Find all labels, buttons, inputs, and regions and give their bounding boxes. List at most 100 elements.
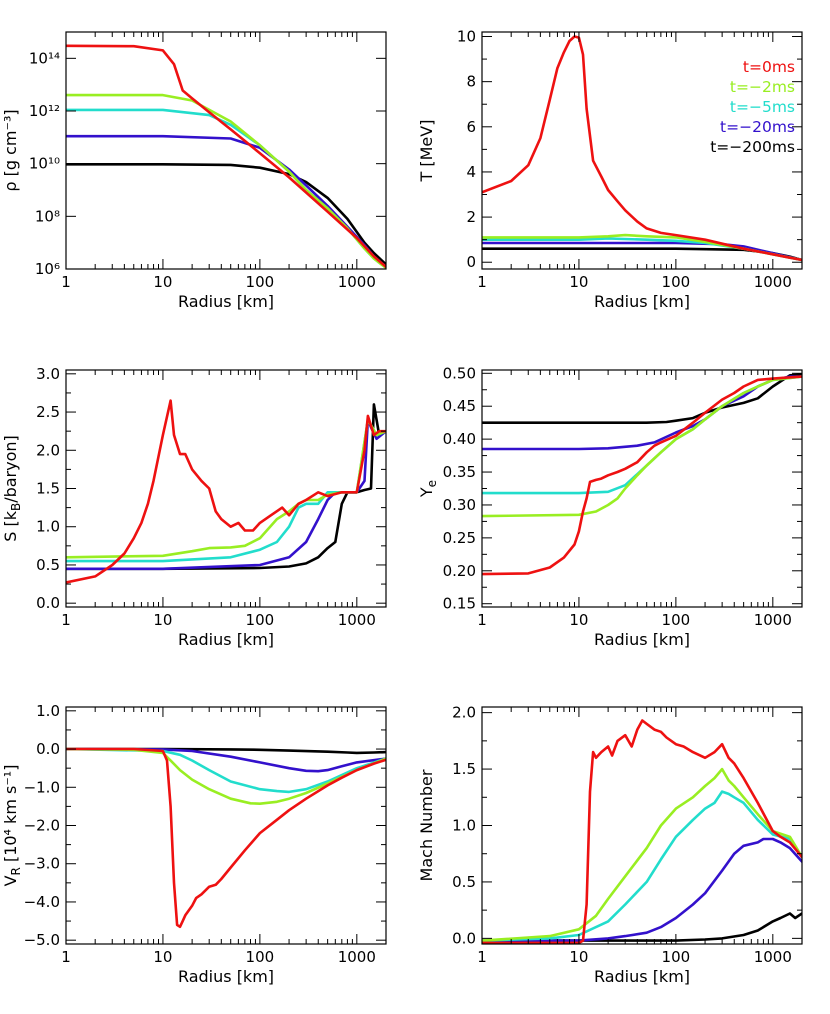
mach-number-ytick-label: 1.0 bbox=[452, 817, 476, 835]
density-line-0 bbox=[66, 163, 386, 266]
radial-velocity-ytick-label: −2.0 bbox=[24, 817, 60, 835]
density-xtick-label: 1000 bbox=[338, 273, 376, 291]
density-xlabel: Radius [km] bbox=[178, 292, 274, 311]
legend-entry-0: t=0ms bbox=[743, 58, 795, 76]
legend-entry-3: t=−20ms bbox=[720, 118, 795, 136]
mach-number-ytick-label: 0.5 bbox=[452, 873, 476, 891]
temperature-ytick-label: 2 bbox=[466, 208, 476, 226]
temperature-xtick-label: 1 bbox=[477, 273, 487, 291]
mach-number-line-1 bbox=[482, 837, 802, 942]
electron-fraction-xlabel: Radius [km] bbox=[594, 630, 690, 649]
temperature-ytick-label: 6 bbox=[466, 118, 476, 136]
entropy-ytick-label: 0.5 bbox=[36, 556, 60, 574]
radial-velocity-xlabel: Radius [km] bbox=[178, 967, 274, 986]
radial-velocity-ytick-label: −4.0 bbox=[24, 893, 60, 911]
temperature-xtick-label: 1000 bbox=[754, 273, 792, 291]
legend-entry-4: t=−200ms bbox=[710, 138, 795, 156]
temperature-frame bbox=[481, 31, 803, 270]
density-ytick-label: 10¹² bbox=[29, 102, 60, 120]
mach-number-frame bbox=[481, 706, 803, 945]
mach-number-xtick-label: 10 bbox=[569, 948, 588, 966]
radial-velocity-ylabel: VR [10⁴ km s⁻¹] bbox=[1, 765, 23, 887]
entropy-ytick-label: 0.0 bbox=[36, 594, 60, 612]
density-line-1 bbox=[66, 134, 386, 269]
legend-entry-2: t=−5ms bbox=[730, 98, 795, 116]
electron-fraction-ytick-label: 0.35 bbox=[443, 463, 476, 481]
density-series bbox=[66, 44, 386, 269]
entropy-xlabel: Radius [km] bbox=[178, 630, 274, 649]
electron-fraction-frame bbox=[481, 369, 803, 608]
entropy-ytick-label: 3.0 bbox=[36, 365, 60, 383]
entropy-ylabel: S [kB/baryon] bbox=[1, 435, 23, 542]
density-xtick-label: 10 bbox=[153, 273, 172, 291]
temperature-ytick-label: 8 bbox=[466, 73, 476, 91]
density-ytick-label: 10⁶ bbox=[35, 260, 60, 278]
entropy-xtick-label: 10 bbox=[153, 611, 172, 629]
radial-velocity-line-0 bbox=[66, 747, 386, 755]
electron-fraction-series bbox=[482, 373, 802, 576]
entropy-series bbox=[66, 399, 386, 584]
density-ytick-label: 10¹⁴ bbox=[29, 49, 60, 67]
electron-fraction-line-4 bbox=[482, 375, 802, 576]
density-line-3 bbox=[66, 93, 386, 269]
electron-fraction-ytick-label: 0.45 bbox=[443, 397, 476, 415]
mach-number-line-4 bbox=[482, 719, 802, 944]
radial-velocity-ytick-label: −5.0 bbox=[24, 931, 60, 949]
temperature-xtick-label: 10 bbox=[569, 273, 588, 291]
mach-number-xtick-label: 1000 bbox=[754, 948, 792, 966]
electron-fraction-ylabel: Ye bbox=[417, 480, 439, 498]
radial-velocity-ytick-label: 0.0 bbox=[36, 740, 60, 758]
density-frame bbox=[65, 31, 387, 270]
entropy-line-3 bbox=[66, 418, 386, 559]
mach-number-line-2 bbox=[482, 790, 802, 942]
entropy-xtick-label: 1 bbox=[61, 611, 71, 629]
density-line-4 bbox=[66, 44, 386, 269]
mach-number-panel: 1 10 100 1000 0.0 0.5 1.0 1.5 2.0 Radius [km] Mach… bbox=[417, 704, 803, 986]
temperature-xlabel: Radius [km] bbox=[594, 292, 690, 311]
temperature-ytick-label: 4 bbox=[466, 163, 476, 181]
electron-fraction-ytick-label: 0.25 bbox=[443, 529, 476, 547]
radial-velocity-line-1 bbox=[66, 747, 386, 773]
mach-number-series bbox=[482, 719, 802, 944]
temperature-ytick-label: 0 bbox=[466, 253, 476, 271]
radial-velocity-series bbox=[66, 747, 386, 929]
electron-fraction-ytick-label: 0.30 bbox=[443, 496, 476, 514]
temperature-series bbox=[482, 35, 802, 262]
electron-fraction-panel: 1 10 100 1000 0.15 0.20 0.25 0.30 0.35 0.40 0.45 0.… bbox=[417, 364, 803, 649]
temperature-ylabel: T [MeV] bbox=[417, 120, 436, 183]
entropy-xtick-label: 100 bbox=[246, 611, 275, 629]
mach-number-xtick-label: 1 bbox=[477, 948, 487, 966]
entropy-panel: 1 10 100 1000 0.0 0.5 1.0 1.5 2.0 2.5 3.0 Radius [k… bbox=[1, 365, 387, 649]
radial-velocity-xtick-label: 1 bbox=[61, 948, 71, 966]
mach-number-line-0 bbox=[482, 912, 802, 942]
entropy-ytick-label: 2.5 bbox=[36, 403, 60, 421]
entropy-line-2 bbox=[66, 418, 386, 563]
electron-fraction-xtick-label: 1 bbox=[477, 611, 487, 629]
density-line-2 bbox=[66, 108, 386, 269]
mach-number-xtick-label: 100 bbox=[662, 948, 691, 966]
entropy-ytick-label: 1.0 bbox=[36, 518, 60, 536]
radial-velocity-ytick-label: −3.0 bbox=[24, 855, 60, 873]
temperature-line-4 bbox=[482, 35, 802, 262]
radial-velocity-line-2 bbox=[66, 747, 386, 794]
entropy-xtick-label: 1000 bbox=[338, 611, 376, 629]
electron-fraction-ytick-label: 0.50 bbox=[443, 364, 476, 382]
density-panel: 1 10 100 1000 10⁶ 10⁸ 10¹⁰ 10¹² 10¹⁴ Radius [km] ρ… bbox=[1, 31, 387, 311]
entropy-ytick-label: 2.0 bbox=[36, 441, 60, 459]
radial-velocity-frame bbox=[65, 706, 387, 945]
mach-number-ytick-label: 0.0 bbox=[452, 929, 476, 947]
density-xtick-label: 1 bbox=[61, 273, 71, 291]
entropy-line-0 bbox=[66, 403, 386, 571]
entropy-line-4 bbox=[66, 399, 386, 584]
density-xtick-label: 100 bbox=[246, 273, 275, 291]
mach-number-ytick-label: 1.5 bbox=[452, 760, 476, 778]
mach-number-line-3 bbox=[482, 767, 802, 942]
mach-number-ylabel: Mach Number bbox=[417, 769, 436, 881]
density-ylabel: ρ [g cm⁻³] bbox=[1, 109, 20, 191]
mach-number-ytick-label: 2.0 bbox=[452, 704, 476, 722]
radial-velocity-panel: 1 10 100 1000 −5.0 −4.0 −3.0 −2.0 −1.0 0.0 1.0 Radi… bbox=[1, 702, 387, 986]
electron-fraction-line-3 bbox=[482, 375, 802, 518]
radial-velocity-xtick-label: 1000 bbox=[338, 948, 376, 966]
